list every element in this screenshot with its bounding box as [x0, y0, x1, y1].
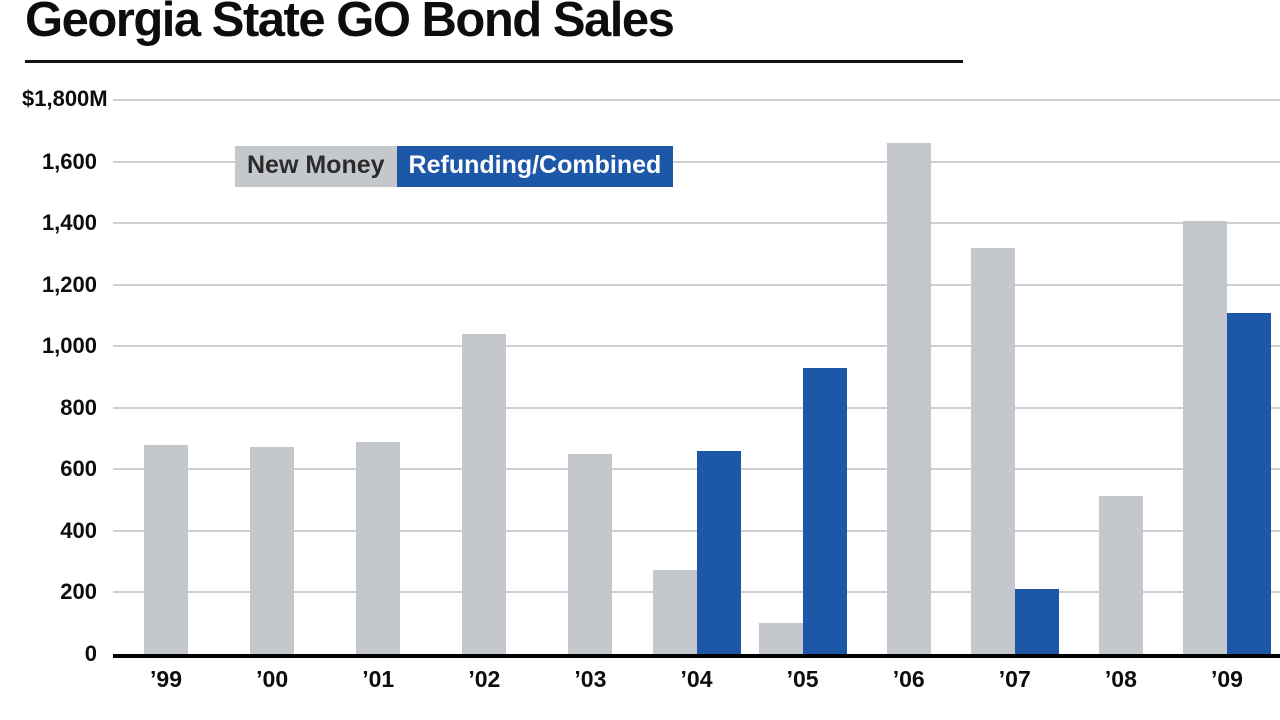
- bar-group: [219, 100, 325, 654]
- legend-new-money: New Money: [235, 146, 397, 187]
- x-axis-labels: ’99 ’00 ’01 ’02 ’03 ’04 ’05 ’06 ’07 ’08 ’09: [113, 662, 1280, 698]
- legend: New Money Refunding/Combined: [235, 146, 674, 187]
- title-underline: [25, 60, 963, 63]
- bar-group: [431, 100, 537, 654]
- gridline: [113, 345, 1280, 348]
- bar-group: [856, 100, 962, 654]
- new-money-bar: [144, 444, 189, 654]
- bar-columns: [113, 100, 1280, 654]
- new-money-bar: [250, 447, 295, 654]
- bar-group: [643, 100, 749, 654]
- y-axis-labels: 1,600 1,400 1,200 1,000 800 600 400 200 0: [0, 100, 103, 666]
- new-money-bar: [758, 623, 803, 654]
- gridline: [113, 468, 1280, 471]
- x-tick-label: ’00: [256, 666, 289, 692]
- new-money-bar: [462, 333, 507, 654]
- plot-area: New Money Refunding/Combined: [113, 99, 1280, 658]
- y-tick-label: 1,200: [41, 271, 97, 297]
- gridline: [113, 160, 1280, 163]
- x-tick-label: ’05: [786, 666, 819, 692]
- refunding-combined-bar: [1226, 312, 1271, 654]
- x-tick-label: ’09: [1210, 666, 1243, 692]
- x-tick-label: ’04: [680, 666, 713, 692]
- new-money-bar: [886, 143, 931, 654]
- y-tick-label: 0: [84, 641, 97, 666]
- x-tick-label: ’99: [150, 666, 183, 692]
- y-tick-label: 400: [60, 517, 97, 543]
- legend-refunding: Refunding/Combined: [396, 146, 674, 187]
- y-tick-label: 800: [60, 394, 97, 420]
- new-money-bar: [1182, 220, 1227, 654]
- x-tick-label: ’06: [892, 666, 925, 692]
- gridline: [113, 529, 1280, 532]
- refunding-combined-bar: [1014, 589, 1059, 654]
- new-money-bar: [1098, 495, 1143, 654]
- bar-group: [962, 100, 1068, 654]
- x-tick-label: ’02: [468, 666, 501, 692]
- y-tick-label: 600: [60, 456, 97, 482]
- bar-group: [750, 100, 856, 654]
- y-axis-max-label: $1,800M: [22, 86, 108, 111]
- gridline: [113, 406, 1280, 409]
- new-money-bar: [652, 570, 697, 654]
- new-money-bar: [970, 248, 1015, 654]
- gridline: [113, 99, 1280, 101]
- x-tick-label: ’08: [1104, 666, 1137, 692]
- page-title: Georgia State GO Bond Sales: [25, 0, 675, 47]
- refunding-combined-bar: [802, 367, 847, 654]
- bar-group: [537, 100, 643, 654]
- gridline: [113, 283, 1280, 286]
- x-tick-label: ’07: [998, 666, 1031, 692]
- y-tick-label: 1,600: [41, 148, 97, 174]
- new-money-bar: [356, 442, 401, 654]
- bar-group: [113, 100, 219, 654]
- y-tick-label: 200: [60, 579, 97, 605]
- gridline: [113, 222, 1280, 225]
- y-tick-label: 1,400: [41, 210, 97, 236]
- refunding-combined-bar: [696, 450, 741, 654]
- x-tick-label: ’03: [574, 666, 607, 692]
- x-tick-label: ’01: [362, 666, 395, 692]
- bar-group: [1174, 100, 1280, 654]
- bar-group: [325, 100, 431, 654]
- new-money-bar: [568, 453, 613, 654]
- y-tick-label: 1,000: [41, 333, 97, 359]
- bar-group: [1068, 100, 1174, 654]
